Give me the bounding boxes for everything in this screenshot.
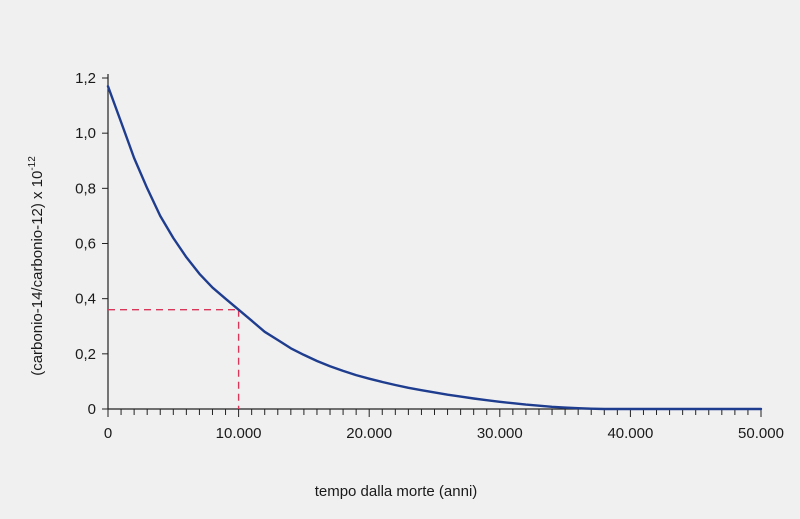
- y-tick-label: 0,4: [75, 291, 96, 308]
- x-tick-label: 40.000: [607, 425, 653, 442]
- axes: [107, 74, 761, 410]
- y-tick-label: 0: [88, 401, 96, 418]
- x-tick-label: 30.000: [477, 425, 523, 442]
- x-tick-label: 20.000: [346, 425, 392, 442]
- series-group: [106, 85, 763, 411]
- y-tick-label: 0,8: [75, 180, 96, 197]
- y-tick-label: 0,2: [75, 346, 96, 363]
- x-tick-label: 10.000: [216, 425, 262, 442]
- y-tick-label: 1,0: [75, 125, 96, 142]
- y-axis-title: (carbonio-14/carbonio-12) x 10-12: [27, 156, 46, 376]
- x-tick-label: 0: [104, 425, 112, 442]
- y-tick-label: 1,2: [75, 70, 96, 87]
- x-tick-label: 50.000: [738, 425, 784, 442]
- reference-lines: [108, 309, 240, 409]
- ticks: 0 10.000 20.000 30.000 40.000 50.000 0 0,2 0,4 0,…: [75, 70, 784, 442]
- x-axis-title: tempo dalla morte (anni): [315, 483, 478, 500]
- series-line-decay: [106, 85, 763, 411]
- y-axis-title-exponent: -12: [27, 156, 38, 171]
- y-axis-title-text: (carbonio-14/carbonio-12) x 10: [29, 171, 46, 376]
- y-tick-label: 0,6: [75, 236, 96, 253]
